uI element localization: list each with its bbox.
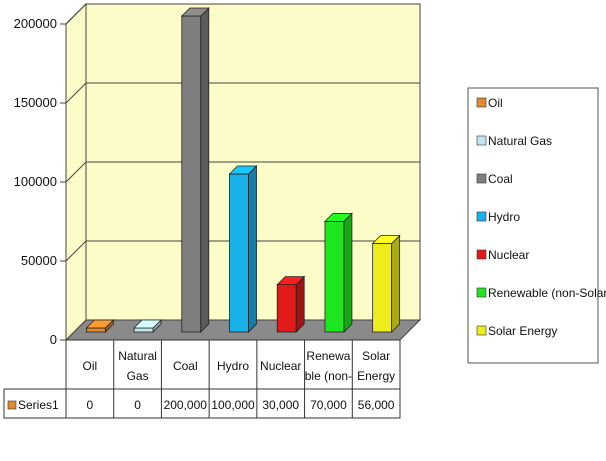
data-label: 100,000 bbox=[211, 398, 255, 412]
legend-swatch bbox=[476, 97, 487, 108]
legend-swatch bbox=[476, 135, 487, 146]
series-name: Series1 bbox=[18, 398, 59, 412]
bar-front bbox=[181, 15, 202, 333]
bar-side bbox=[343, 212, 353, 333]
bar-top bbox=[228, 165, 258, 175]
bar-top bbox=[133, 319, 163, 329]
bar-oil bbox=[85, 319, 115, 333]
y-tick-label: 100000 bbox=[14, 174, 57, 189]
bar-top bbox=[371, 235, 401, 244]
bar-top bbox=[180, 7, 210, 17]
y-axis-ticks: 0 50000 100000 150000 200000 bbox=[14, 16, 67, 347]
gridline-side bbox=[65, 82, 87, 104]
data-label: 30,000 bbox=[262, 398, 299, 412]
category-label: Hydro bbox=[217, 359, 249, 373]
table-border bbox=[65, 339, 401, 419]
bar-natural-gas bbox=[133, 319, 163, 333]
bar-nuclear bbox=[276, 275, 306, 333]
legend: Oil Natural Gas Coal Hydro Nuclear Renewable … bbox=[467, 87, 606, 364]
series-key-swatch bbox=[7, 400, 17, 410]
data-label: 200,000 bbox=[164, 398, 208, 412]
bar-side bbox=[200, 7, 210, 333]
category-label: ble (non- bbox=[305, 369, 352, 383]
category-label: Solar bbox=[362, 349, 390, 363]
gridline-side bbox=[65, 240, 87, 262]
legend-swatch bbox=[476, 325, 487, 336]
data-table: Oil 0 Natural Gas 0 Coal 200,000 Hydro 100,000 Nu… bbox=[3, 339, 401, 419]
y-tick-label: 0 bbox=[50, 332, 57, 347]
bar-side bbox=[295, 275, 305, 333]
y-tick-label: 50000 bbox=[21, 253, 57, 268]
legend-label: Nuclear bbox=[488, 248, 529, 262]
bars bbox=[85, 7, 401, 333]
y-tick-label: 200000 bbox=[14, 16, 57, 31]
legend-swatch bbox=[476, 287, 487, 298]
category-label: Gas bbox=[127, 369, 149, 383]
category-label: Energy bbox=[357, 369, 395, 383]
legend-label: Renewable (non-Solar) bbox=[488, 286, 606, 300]
bar-front bbox=[229, 173, 249, 333]
legend-swatch bbox=[476, 173, 487, 184]
category-label: Nuclear bbox=[260, 359, 301, 373]
legend-label: Coal bbox=[488, 172, 513, 186]
bar-solar-energy bbox=[371, 234, 401, 333]
y-tick-label: 150000 bbox=[14, 95, 57, 110]
bar-front bbox=[324, 220, 345, 333]
plot-area: 0 50000 100000 150000 200000 bbox=[14, 2, 422, 347]
bar-top bbox=[276, 276, 306, 286]
bar-front bbox=[276, 284, 297, 333]
data-label: 0 bbox=[87, 398, 94, 412]
legend-swatch bbox=[476, 211, 487, 222]
bar-side bbox=[391, 234, 401, 333]
legend-label: Hydro bbox=[488, 210, 520, 224]
legend-label: Oil bbox=[488, 96, 503, 110]
bar-front bbox=[372, 243, 393, 333]
bar-front bbox=[85, 327, 106, 333]
bar-coal bbox=[180, 7, 210, 333]
category-label: Natural bbox=[118, 349, 157, 363]
legend-box bbox=[467, 87, 599, 364]
bar-top bbox=[323, 212, 353, 222]
bar-side bbox=[248, 165, 257, 333]
legend-swatch bbox=[476, 249, 487, 260]
gridline-side bbox=[65, 161, 87, 183]
bar-top bbox=[85, 319, 115, 329]
bar-front bbox=[133, 327, 154, 333]
bar-hydro bbox=[228, 165, 258, 333]
table-rowhead-border bbox=[3, 388, 67, 419]
data-label: 56,000 bbox=[358, 398, 395, 412]
data-label: 70,000 bbox=[310, 398, 347, 412]
legend-label: Solar Energy bbox=[488, 324, 557, 338]
category-label: Coal bbox=[173, 359, 198, 373]
gridline-side bbox=[65, 3, 87, 25]
category-label: Oil bbox=[83, 359, 98, 373]
legend-label: Natural Gas bbox=[488, 134, 552, 148]
gridlines bbox=[65, 3, 420, 262]
data-label: 0 bbox=[134, 398, 141, 412]
category-label: Renewa bbox=[306, 349, 350, 363]
bar-renewable-non-solar- bbox=[323, 212, 353, 333]
